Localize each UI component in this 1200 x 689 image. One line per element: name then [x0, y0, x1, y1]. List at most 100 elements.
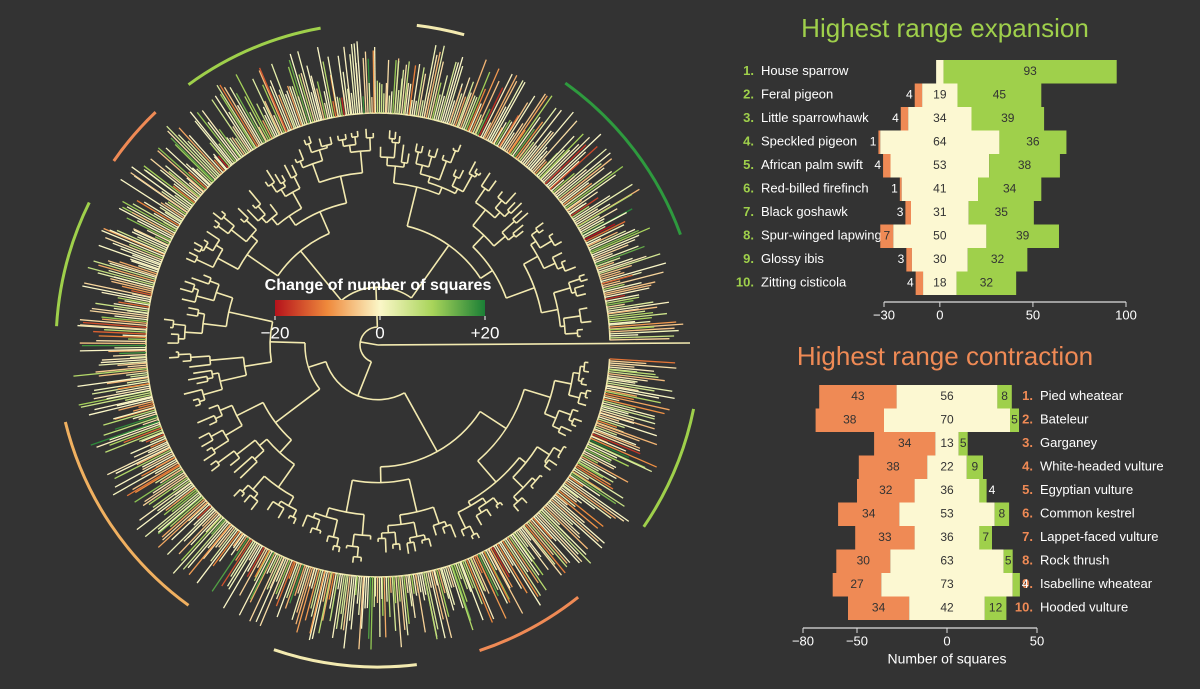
tree-branch	[410, 244, 450, 299]
tree-tip	[601, 274, 633, 285]
tree-tip	[362, 96, 365, 114]
tree-branch	[280, 188, 287, 197]
tree-tip	[592, 431, 641, 452]
tree-branch	[434, 148, 439, 158]
tree-tip	[159, 206, 183, 222]
tree-branch	[438, 187, 443, 195]
category-label: Black goshawk	[761, 204, 848, 219]
tree-branch	[242, 357, 248, 376]
value-label: 13	[940, 436, 954, 450]
tree-tip	[472, 556, 490, 594]
tree-tip	[120, 178, 184, 221]
tree-branch	[460, 529, 465, 537]
tree-tip	[318, 572, 332, 634]
tree-tip	[304, 569, 320, 621]
tree-tip	[602, 400, 636, 410]
tree-branch	[427, 176, 431, 183]
clade-arc	[187, 26, 321, 86]
tree-tip	[275, 559, 291, 595]
tree-tip	[164, 211, 182, 223]
tree-tip	[548, 160, 580, 189]
clade-arc	[63, 421, 190, 607]
tree-tip	[129, 243, 164, 259]
tree-branch	[480, 172, 491, 187]
tree-tip	[321, 572, 333, 621]
tree-tip	[165, 487, 196, 512]
tree-branch	[543, 262, 556, 270]
tree-tip	[103, 227, 165, 255]
tree-tip	[565, 481, 617, 520]
tree-tip	[126, 379, 149, 384]
tree-tip	[364, 576, 368, 609]
tree-tip	[580, 218, 605, 233]
tree-tip	[152, 472, 185, 494]
tree-branch	[283, 164, 292, 179]
tree-branch	[186, 313, 198, 317]
value-label: 34	[933, 111, 947, 125]
tree-tip	[113, 406, 155, 420]
tree-branch	[515, 230, 524, 238]
tree-tip	[546, 503, 580, 535]
tree-tip	[584, 223, 616, 241]
tree-tip	[482, 122, 492, 139]
tree-tip	[507, 95, 548, 154]
tree-tip	[498, 115, 519, 148]
tree-branch	[220, 214, 227, 221]
tree-tip	[188, 523, 232, 576]
tree-branch	[432, 520, 446, 527]
tree-tip	[126, 217, 172, 241]
tree-branch	[213, 174, 221, 182]
tree-tip	[157, 483, 193, 512]
tree-tip	[150, 158, 199, 199]
tree-branch	[254, 439, 265, 452]
tree-tip	[131, 290, 152, 296]
category-label: Rock thrush	[1040, 553, 1109, 568]
tree-branch	[398, 543, 401, 551]
value-label: 30	[933, 252, 947, 266]
tree-branch	[208, 432, 214, 441]
tree-branch	[477, 507, 483, 513]
bar-segment	[984, 596, 1007, 620]
tree-tip	[469, 557, 485, 591]
tree-tip	[401, 575, 409, 636]
tree-tip	[573, 469, 590, 480]
tree-branch	[580, 391, 587, 395]
tree-tip	[114, 449, 172, 480]
tree-tip	[526, 522, 554, 556]
tree-branch	[265, 169, 276, 183]
tree-tip	[606, 382, 655, 392]
tree-tip	[566, 174, 616, 211]
value-label: 5	[1005, 553, 1012, 567]
tree-branch	[250, 500, 259, 511]
tree-branch	[178, 353, 191, 356]
tree-tip	[341, 97, 345, 116]
tree-tip	[124, 300, 150, 306]
tree-tip	[566, 479, 625, 522]
tree-tip	[540, 509, 571, 540]
tree-tip	[131, 260, 159, 271]
tree-tip	[161, 468, 183, 482]
category-label: African palm swift	[761, 157, 863, 172]
tree-tip	[560, 486, 583, 504]
tree-branch	[201, 439, 214, 448]
tree-branch	[239, 461, 258, 479]
rank-label: 5.	[743, 157, 754, 172]
tree-tip	[569, 202, 587, 215]
tree-branch	[523, 255, 539, 265]
tree-branch	[267, 181, 275, 187]
tree-tip	[604, 281, 656, 295]
tree-tip	[448, 87, 462, 125]
tree-tip	[595, 245, 645, 266]
tree-tip	[296, 566, 312, 613]
tree-tip	[138, 402, 154, 409]
tree-branch	[193, 241, 203, 248]
tree-tip	[601, 404, 655, 420]
tree-tip	[218, 143, 235, 164]
bar-segment	[880, 224, 894, 248]
tree-tip	[547, 151, 587, 188]
tree-branch	[384, 538, 387, 553]
tree-branch	[331, 545, 335, 551]
tree-tip	[343, 46, 353, 115]
tree-tip	[607, 301, 654, 310]
tree-tip	[572, 470, 602, 491]
